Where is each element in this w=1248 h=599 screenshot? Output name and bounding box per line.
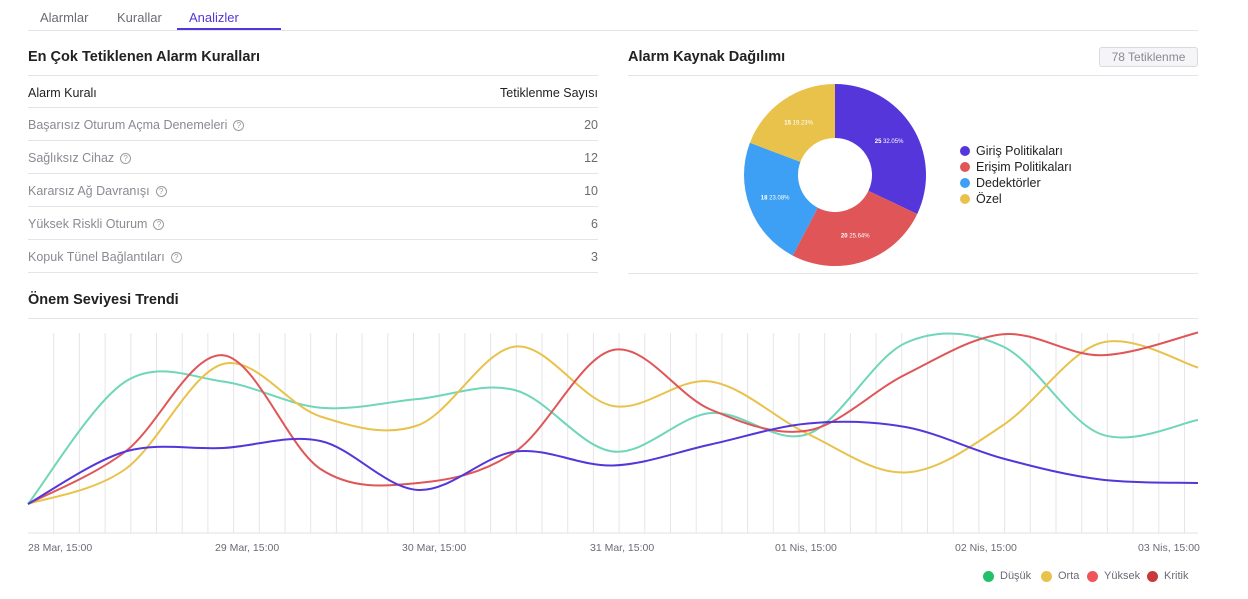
slice-label: 18 23.08% (761, 196, 790, 202)
x-tick-label: 30 Mar, 15:00 (402, 542, 466, 554)
tab-analizler[interactable]: Analizler (189, 10, 239, 25)
legend-label: Dedektörler (976, 176, 1041, 190)
x-tick-label: 01 Nis, 15:00 (775, 542, 837, 554)
legend-label: Erişim Politikaları (976, 160, 1072, 174)
legend-item[interactable]: Özel (960, 191, 1072, 207)
rule-name: Yüksek Riskli Oturum? (28, 217, 165, 231)
rule-count: 10 (584, 184, 598, 198)
x-tick-label: 28 Mar, 15:00 (28, 542, 92, 554)
table-row[interactable]: Yüksek Riskli Oturum? 6 (28, 207, 598, 240)
rule-count: 3 (591, 250, 598, 264)
legend-dot (983, 571, 994, 582)
legend-dot (960, 146, 970, 156)
x-tick-label: 03 Nis, 15:00 (1138, 542, 1200, 554)
question-circle-icon[interactable]: ? (120, 153, 132, 164)
series-line (27, 340, 1199, 505)
rule-name: Sağlıksız Cihaz? (28, 151, 132, 165)
x-tick-label: 29 Mar, 15:00 (215, 542, 279, 554)
source-donut-chart: 25 32.05% 20 25.64% 18 23.08% 15 19.23% (744, 84, 926, 266)
legend-label: Düşük (1000, 570, 1032, 582)
legend-dot (1147, 571, 1158, 582)
legend-item[interactable]: Giriş Politikaları (960, 143, 1072, 159)
question-circle-icon[interactable]: ? (170, 252, 182, 263)
series-line (27, 331, 1199, 505)
rule-count: 12 (584, 151, 598, 165)
divider (628, 75, 1198, 76)
legend-dot (1087, 571, 1098, 582)
active-tab-indicator (177, 28, 281, 30)
donut-slice[interactable] (792, 190, 918, 266)
question-circle-icon[interactable]: ? (153, 219, 165, 230)
rule-name: Kararsız Ağ Davranışı? (28, 184, 167, 198)
legend-item[interactable]: Erişim Politikaları (960, 159, 1072, 175)
x-tick-label: 31 Mar, 15:00 (590, 542, 654, 554)
table-row[interactable]: Kopuk Tünel Bağlantıları? 3 (28, 240, 598, 273)
rule-count: 20 (584, 118, 598, 132)
legend-item[interactable]: Dedektörler (960, 175, 1072, 191)
table-row[interactable]: Sağlıksız Cihaz? 12 (28, 141, 598, 174)
question-circle-icon[interactable]: ? (233, 120, 245, 131)
divider (28, 318, 1198, 319)
series-line (27, 332, 1199, 505)
top-rules-table: Alarm Kuralı Tetiklenme Sayısı Başarısız… (28, 75, 598, 273)
divider (628, 273, 1198, 274)
legend-dot (1041, 571, 1052, 582)
legend-label: Özel (976, 192, 1002, 206)
tab-kurallar[interactable]: Kurallar (117, 10, 162, 25)
rule-count: 6 (591, 217, 598, 231)
donut-slice[interactable] (835, 84, 926, 215)
series-line (27, 420, 1199, 505)
trigger-count-badge: 78 Tetiklenme (1099, 47, 1198, 67)
x-tick-label: 02 Nis, 15:00 (955, 542, 1017, 554)
legend-label: Orta (1058, 570, 1080, 582)
donut-slice[interactable] (749, 84, 835, 162)
table-row[interactable]: Başarısız Oturum Açma Denemeleri? 20 (28, 108, 598, 141)
legend-label: Giriş Politikaları (976, 144, 1063, 158)
legend-dot (960, 162, 970, 172)
trend-title: Önem Seviyesi Trendi (28, 292, 179, 308)
severity-trend-chart: 28 Mar, 15:00 29 Mar, 15:00 30 Mar, 15:00 3… (27, 331, 1200, 554)
slice-label: 15 19.23% (784, 120, 813, 126)
donut-slice[interactable] (744, 142, 818, 256)
source-dist-title: Alarm Kaynak Dağılımı (628, 49, 786, 65)
slice-label: 20 25.64% (841, 234, 870, 240)
table-row[interactable]: Kararsız Ağ Davranışı? 10 (28, 174, 598, 207)
tab-bar: Alarmlar Kurallar Analizler (28, 0, 1198, 31)
legend-dot (960, 178, 970, 188)
rule-name: Başarısız Oturum Açma Denemeleri? (28, 118, 245, 132)
question-circle-icon[interactable]: ? (155, 186, 167, 197)
legend-dot (960, 194, 970, 204)
column-header-rule: Alarm Kuralı (28, 86, 97, 100)
slice-label: 25 32.05% (875, 139, 904, 145)
rule-name: Kopuk Tünel Bağlantıları? (28, 250, 182, 264)
table-header: Alarm Kuralı Tetiklenme Sayısı (28, 75, 598, 108)
donut-legend: Giriş Politikaları Erişim Politikaları Ded… (960, 143, 1072, 207)
tab-alarmlar[interactable]: Alarmlar (40, 10, 89, 25)
legend-label: Kritik (1164, 570, 1189, 582)
top-rules-title: En Çok Tetiklenen Alarm Kuralları (28, 49, 261, 65)
legend-label: Yüksek (1104, 570, 1141, 582)
column-header-count: Tetiklenme Sayısı (500, 86, 598, 100)
